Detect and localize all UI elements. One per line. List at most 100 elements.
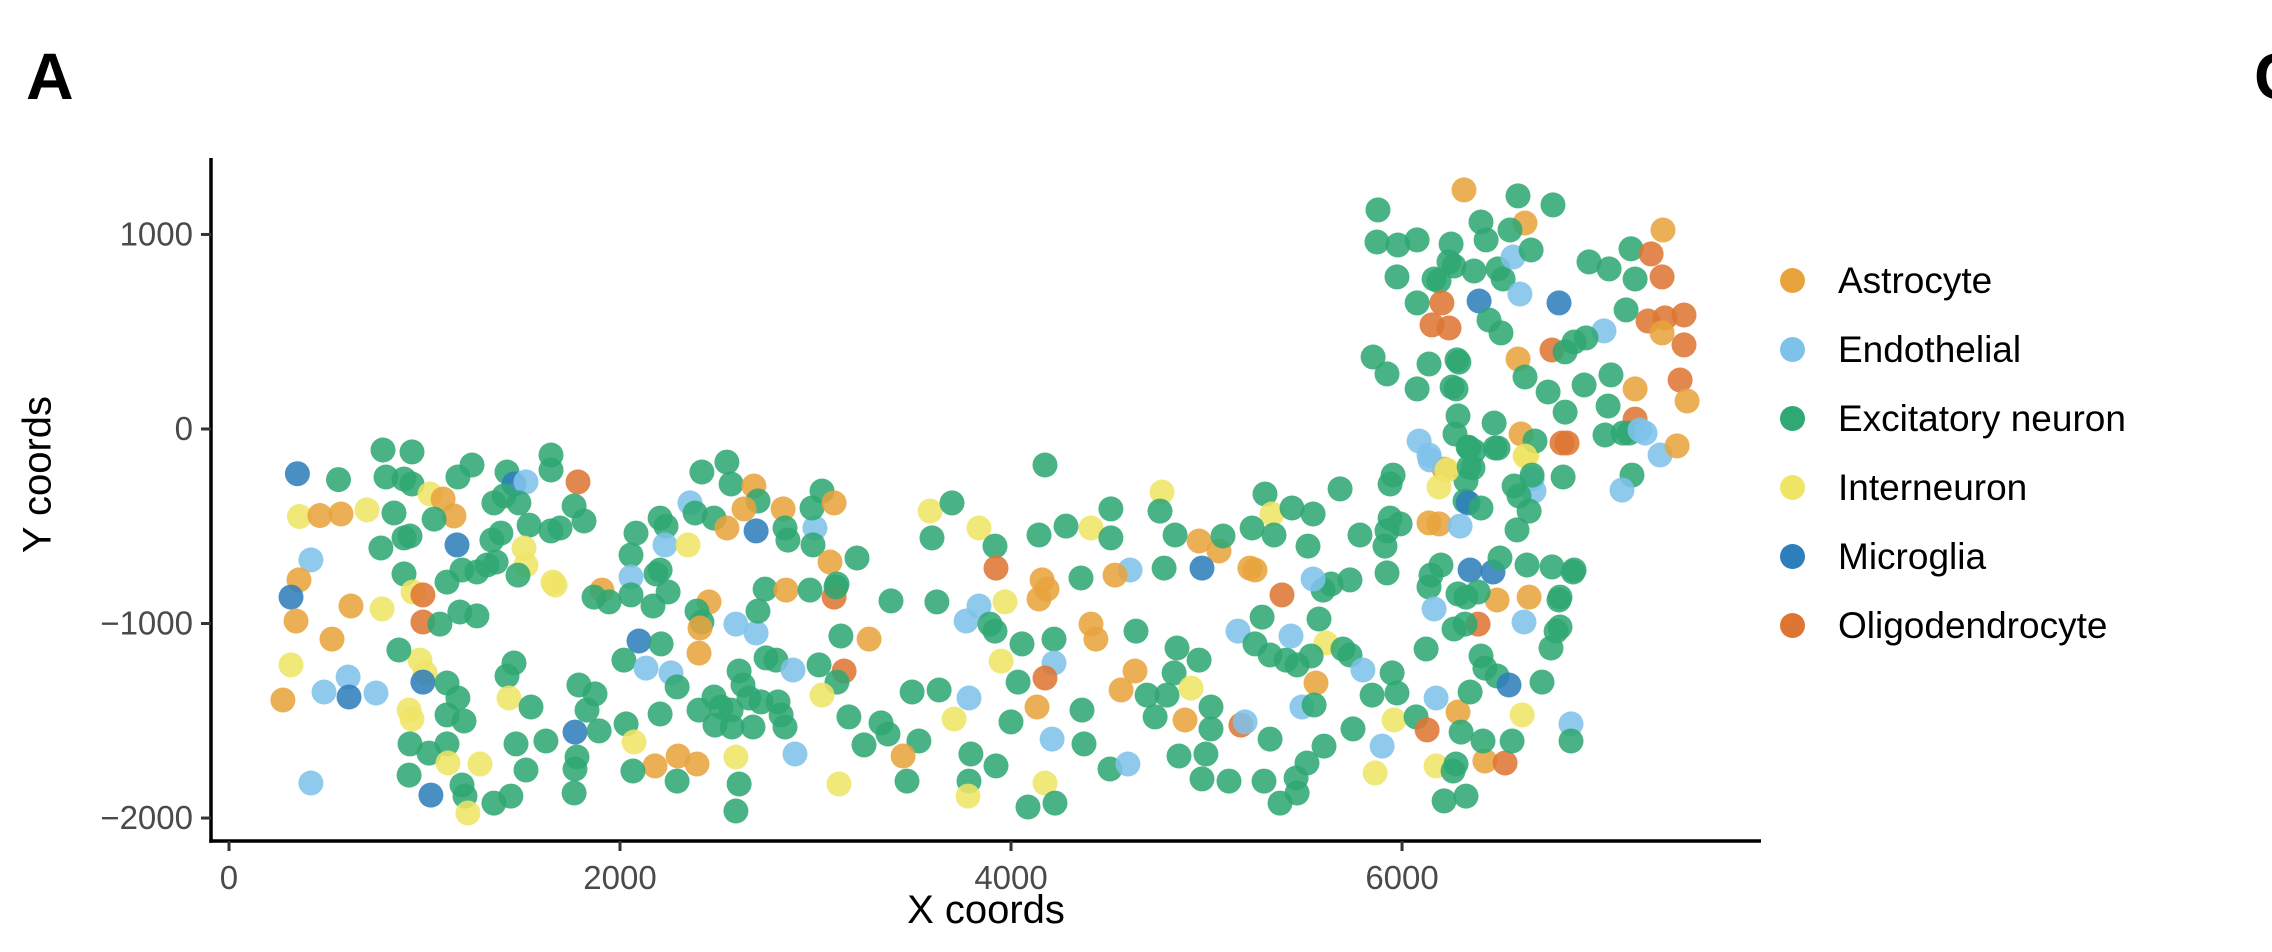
data-point <box>906 728 932 754</box>
data-point <box>1509 702 1535 728</box>
data-point <box>278 652 304 678</box>
data-point <box>1249 604 1275 630</box>
data-point <box>1416 574 1442 600</box>
data-point <box>396 762 422 788</box>
data-point <box>1472 748 1498 774</box>
data-point <box>1490 266 1516 292</box>
y-tick-label: −1000 <box>100 605 193 642</box>
data-point <box>326 467 351 493</box>
data-point <box>1413 636 1439 662</box>
data-point <box>1032 665 1058 691</box>
data-point <box>1379 660 1405 686</box>
data-point <box>1535 379 1561 405</box>
data-point <box>381 500 407 526</box>
data-point <box>397 523 423 549</box>
data-point <box>1115 751 1141 777</box>
data-point <box>752 576 778 602</box>
legend-label: Oligodendrocyte <box>1838 604 2108 646</box>
data-point <box>714 449 740 475</box>
legend-label: Astrocyte <box>1838 259 1993 301</box>
data-point <box>370 437 396 463</box>
data-point <box>399 439 425 465</box>
y-axis-title: Y coords <box>15 395 60 554</box>
data-point <box>982 533 1008 559</box>
panel-label-a: A <box>26 39 74 113</box>
data-point <box>684 751 710 777</box>
data-point <box>427 611 453 637</box>
data-point <box>878 588 904 614</box>
data-point <box>1504 517 1530 543</box>
x-tick-label: 0 <box>220 859 238 896</box>
data-point <box>1359 682 1385 708</box>
data-point <box>1039 726 1065 752</box>
data-point <box>642 753 668 779</box>
data-point <box>966 515 992 541</box>
data-point <box>399 706 425 732</box>
data-point <box>1385 232 1411 258</box>
data-point <box>1162 522 1188 548</box>
data-point <box>1189 555 1215 581</box>
data-point <box>1178 675 1204 701</box>
data-point <box>1440 758 1466 784</box>
data-point <box>1429 290 1455 316</box>
data-point <box>533 728 559 754</box>
y-tick-label: 0 <box>175 410 193 447</box>
data-point <box>574 697 600 723</box>
data-point <box>1300 501 1326 527</box>
data-point <box>1512 364 1538 390</box>
data-point <box>1257 726 1283 752</box>
data-point <box>1242 557 1268 583</box>
data-point <box>686 640 712 666</box>
data-point <box>307 503 333 528</box>
data-point <box>1671 302 1697 328</box>
data-point <box>1613 297 1639 323</box>
data-point <box>283 608 309 634</box>
data-point <box>1650 217 1676 243</box>
data-point <box>1406 428 1432 454</box>
data-point <box>1421 596 1447 622</box>
data-point <box>1300 566 1326 592</box>
data-point <box>1295 533 1321 559</box>
data-point <box>664 674 690 700</box>
data-point <box>298 770 324 796</box>
data-point <box>621 729 647 755</box>
data-point <box>1041 626 1067 652</box>
data-point <box>1457 679 1483 705</box>
data-point <box>418 782 444 808</box>
legend-label: Interneuron <box>1838 466 2028 508</box>
data-point <box>1546 290 1572 316</box>
data-point <box>459 452 485 478</box>
data-point <box>919 525 945 551</box>
data-point <box>643 561 669 587</box>
data-point <box>1186 528 1212 554</box>
data-point <box>496 685 522 711</box>
data-point <box>1547 584 1573 610</box>
data-point <box>1596 256 1622 282</box>
data-point <box>1497 217 1523 243</box>
data-point <box>386 637 412 663</box>
data-point <box>1618 236 1644 262</box>
data-point <box>1362 760 1388 786</box>
data-point <box>1487 545 1513 571</box>
data-point <box>565 469 591 495</box>
data-point <box>1434 457 1460 483</box>
data-point <box>1518 237 1544 263</box>
data-point <box>586 718 612 744</box>
data-point <box>1488 320 1514 346</box>
data-point <box>890 743 916 769</box>
data-point <box>718 471 744 497</box>
data-point <box>682 500 708 526</box>
x-tick-label: 6000 <box>1365 859 1438 896</box>
data-point <box>939 490 965 516</box>
legend-swatch <box>1780 544 1805 569</box>
data-point <box>1674 388 1700 414</box>
data-point <box>743 620 769 646</box>
data-point <box>1251 768 1277 794</box>
data-point <box>640 593 666 619</box>
data-point <box>1451 177 1477 203</box>
data-point <box>336 684 362 710</box>
data-point <box>1083 626 1109 652</box>
data-point <box>1303 670 1329 696</box>
data-point <box>1311 733 1337 759</box>
